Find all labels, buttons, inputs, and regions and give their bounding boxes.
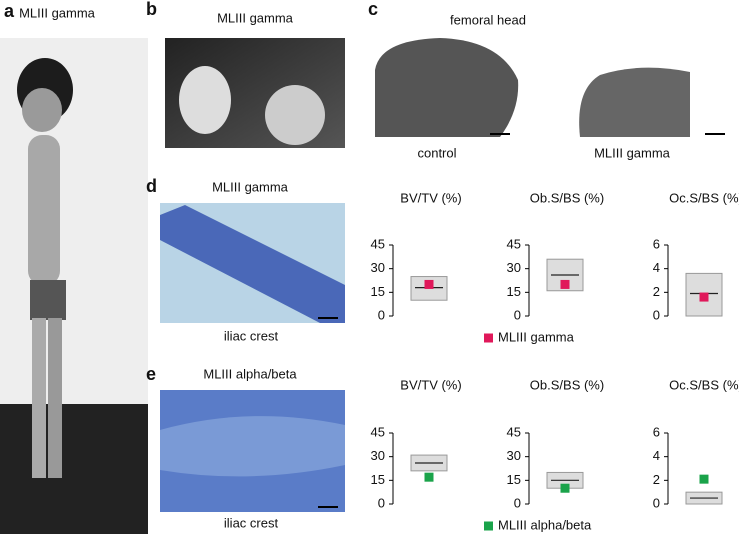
y-tick-label: 0 [653, 495, 660, 510]
y-tick-label: 45 [507, 424, 521, 439]
legend-label: MLIII gamma [498, 329, 575, 344]
y-tick-label: 0 [514, 495, 521, 510]
chart-title: Oc.S/BS (%) [669, 190, 739, 205]
y-tick-label: 4 [653, 448, 660, 463]
y-tick-label: 15 [371, 472, 385, 487]
y-tick-label: 15 [507, 284, 521, 299]
patient-point [424, 472, 434, 482]
y-tick-label: 30 [371, 260, 385, 275]
photo-hands [165, 38, 345, 148]
y-tick-label: 0 [514, 307, 521, 322]
panel-label: b [146, 0, 157, 19]
y-tick-label: 2 [653, 284, 660, 299]
legend-swatch [484, 521, 493, 531]
y-tick-label: 0 [378, 495, 385, 510]
y-tick-label: 30 [371, 448, 385, 463]
chart-title: Ob.S/BS (%) [530, 190, 604, 205]
chart-title: Ob.S/BS (%) [530, 377, 604, 392]
panel-title: MLIII alpha/beta [203, 366, 297, 381]
photo-histology [160, 390, 345, 512]
panel-label: d [146, 176, 157, 196]
legend-label: MLIII alpha/beta [498, 517, 592, 532]
y-tick-label: 0 [378, 307, 385, 322]
panel-label: c [368, 0, 378, 19]
photo-child [0, 38, 148, 534]
y-tick-label: 6 [653, 236, 660, 251]
chart-title: BV/TV (%) [400, 190, 461, 205]
chart-title: Oc.S/BS (%) [669, 377, 739, 392]
panel-title: femoral head [450, 12, 526, 27]
photo-femoral-head [375, 38, 725, 137]
y-tick-label: 30 [507, 260, 521, 275]
photo-histology [160, 203, 345, 323]
chart-title: BV/TV (%) [400, 377, 461, 392]
panel-title: MLIII gamma [217, 10, 294, 25]
panel-title: MLIII gamma [19, 5, 96, 20]
panel-label: a [4, 1, 15, 21]
patient-point [424, 279, 434, 289]
y-tick-label: 2 [653, 472, 660, 487]
y-tick-label: 4 [653, 260, 660, 275]
y-tick-label: 45 [507, 236, 521, 251]
y-tick-label: 30 [507, 448, 521, 463]
panel-label: e [146, 364, 156, 384]
panel-title: MLIII gamma [212, 179, 289, 194]
patient-point [699, 292, 709, 302]
patient-point [560, 279, 570, 289]
patient-point [699, 474, 709, 484]
y-tick-label: 45 [371, 236, 385, 251]
y-tick-label: 6 [653, 424, 660, 439]
legend-swatch [484, 333, 493, 343]
patient-point [560, 483, 570, 493]
y-tick-label: 15 [507, 472, 521, 487]
y-tick-label: 45 [371, 424, 385, 439]
photo-caption: MLIII gamma [594, 145, 671, 160]
y-tick-label: 15 [371, 284, 385, 299]
photo-caption: iliac crest [224, 328, 279, 343]
y-tick-label: 0 [653, 307, 660, 322]
photo-caption: iliac crest [224, 515, 279, 530]
photo-caption: control [417, 145, 456, 160]
